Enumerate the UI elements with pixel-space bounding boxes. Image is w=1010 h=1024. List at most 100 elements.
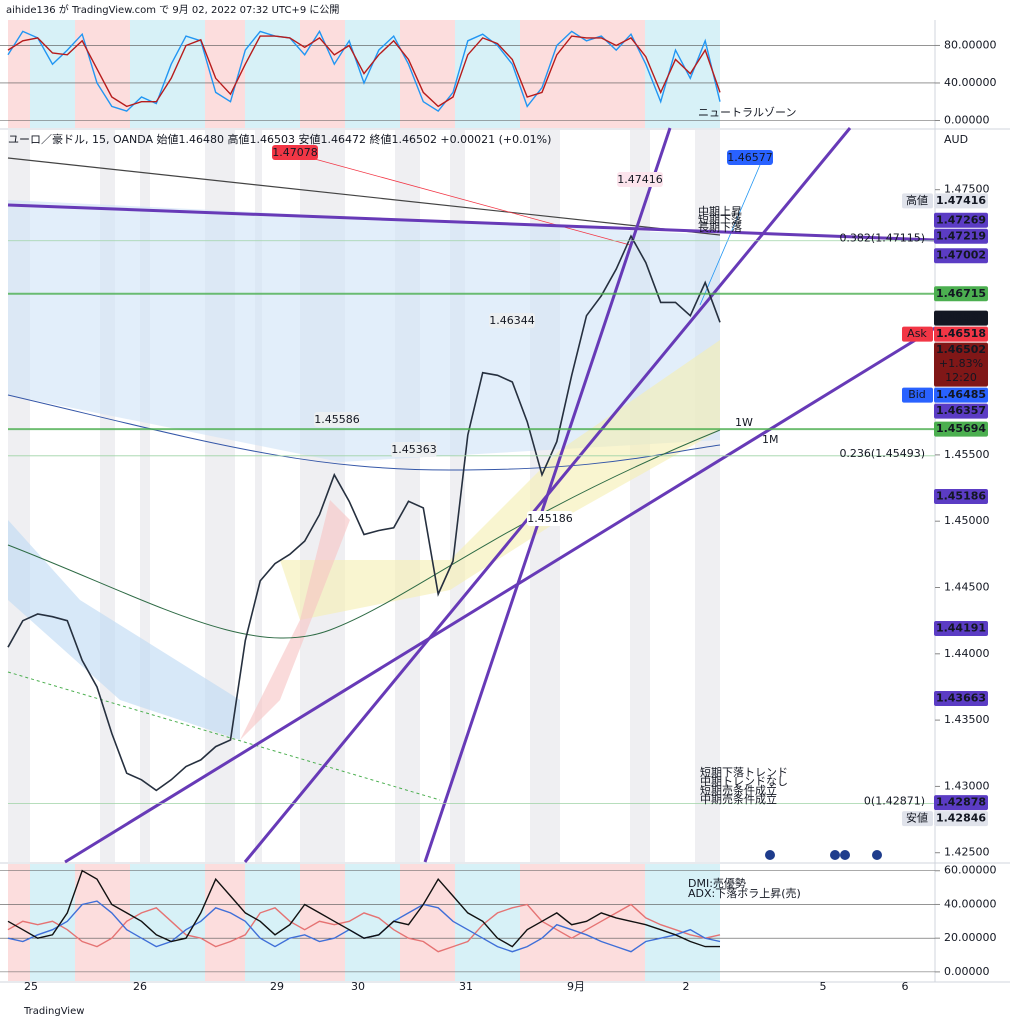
cloud (8, 520, 240, 740)
price-marker-label: 1.46531 (936, 311, 986, 324)
price-marker (934, 310, 988, 326)
session-band (255, 130, 262, 862)
callout (391, 442, 437, 457)
callout-label: 1.47078 (272, 146, 318, 159)
x-tick-label: 26 (133, 980, 147, 993)
price-tag-label: Ask (907, 327, 927, 340)
series-line (7, 35, 721, 108)
callout-label: 1.45363 (391, 443, 437, 456)
note: 中期トレンドなし (700, 775, 788, 788)
price-marker-label: 1.42846 (936, 812, 986, 825)
cloud (240, 500, 350, 740)
price-marker (934, 326, 988, 342)
x-tick-label: 30 (351, 980, 365, 993)
backgrounds (8, 20, 720, 981)
price-marker (934, 403, 988, 419)
price-marker-label: 1.45186 (936, 490, 986, 503)
callout (727, 150, 773, 165)
y-tick-label: 1.44000 (944, 647, 990, 660)
price-marker (934, 228, 988, 244)
price-marker (934, 489, 988, 505)
price-marker-label: 1.46357 (936, 404, 986, 417)
price-marker-label: 1.46502 (936, 343, 986, 356)
y-tick-label: 20.00000 (944, 931, 997, 944)
price-marker-extra: +1.83% (939, 357, 983, 370)
footer: TradingView (23, 1006, 84, 1017)
cloud (8, 200, 720, 462)
y-tick-label: 1.43500 (944, 713, 990, 726)
y-tick-label: 1.45000 (944, 514, 990, 527)
price-marker (934, 690, 988, 706)
trendline (7, 203, 936, 242)
note: ADX:下落ボラ上昇(売) (688, 887, 801, 900)
price-marker-label: 1.47416 (936, 194, 986, 207)
price-marker (934, 387, 988, 403)
band (455, 864, 520, 981)
arrow-line (299, 154, 631, 246)
level-note: 1M (762, 433, 779, 446)
band (75, 20, 130, 128)
callout-label: 1.45586 (314, 413, 360, 426)
band (520, 864, 565, 981)
y-tick-label: 1.42500 (944, 846, 990, 859)
band (345, 864, 400, 981)
callout-label: 1.47416 (617, 173, 663, 186)
arrow-line (699, 164, 761, 306)
band (75, 864, 130, 981)
band (645, 20, 720, 128)
y-tick-label: 1.43000 (944, 779, 990, 792)
event-icon (765, 850, 775, 860)
note: 中期売条件成立 (700, 792, 777, 806)
price-tag (902, 193, 933, 209)
level-note: 長期下落 (698, 221, 742, 234)
price-tag (902, 326, 933, 342)
trendline (64, 326, 936, 864)
price-marker (934, 286, 988, 302)
ma-line (7, 157, 721, 236)
series-line (7, 234, 721, 792)
band (565, 864, 645, 981)
event-icon (830, 850, 840, 860)
band (30, 20, 75, 128)
y-tick-label: 1.45500 (944, 448, 990, 461)
price-marker-label: 1.46518 (936, 327, 986, 340)
price-marker-label: 1.43663 (936, 691, 986, 704)
band (345, 20, 400, 128)
price-marker (934, 342, 988, 387)
price-marker (934, 795, 988, 811)
x-tick-label: 5 (820, 980, 827, 993)
note: DMI:売優勢 (688, 876, 746, 890)
fib-label: 0(1.42871) (864, 795, 925, 808)
cloud (280, 340, 720, 620)
price-marker-label: 1.47002 (936, 249, 986, 262)
session-band (140, 130, 150, 862)
event-icon (872, 850, 882, 860)
price-marker-label: 1.46485 (936, 388, 986, 401)
callout (272, 145, 318, 160)
y-tick-label: 1.44500 (944, 581, 990, 594)
series-line (7, 869, 720, 948)
price-marker-label: 1.45694 (936, 422, 986, 435)
price-marker (934, 248, 988, 264)
fib-label: 0.236(1.45493) (839, 447, 925, 460)
symbol-info: ユーロ／豪ドル, 15, OANDA 始値1.46480 高値1.46503 安… (8, 132, 551, 146)
price-marker (934, 811, 988, 827)
callout (489, 313, 535, 328)
price-marker-label: 1.46715 (936, 287, 986, 300)
band (400, 864, 455, 981)
price-marker (934, 421, 988, 437)
header: aihide136 が TradingView.com で 9月 02, 202… (6, 3, 339, 16)
price-marker (934, 212, 988, 228)
band (30, 864, 75, 981)
level-note: 1W (735, 416, 753, 429)
callout-label: 1.46577 (727, 151, 773, 164)
band (300, 20, 345, 128)
x-tick-label: 6 (902, 980, 909, 993)
y-tick-label: 80.00000 (944, 38, 997, 51)
band (520, 20, 565, 128)
x-tick-label: 29 (270, 980, 284, 993)
x-tick-label: 31 (459, 980, 473, 993)
price-marker (934, 193, 988, 209)
event-icon (840, 850, 850, 860)
level-note: 短期下落 (698, 212, 742, 226)
